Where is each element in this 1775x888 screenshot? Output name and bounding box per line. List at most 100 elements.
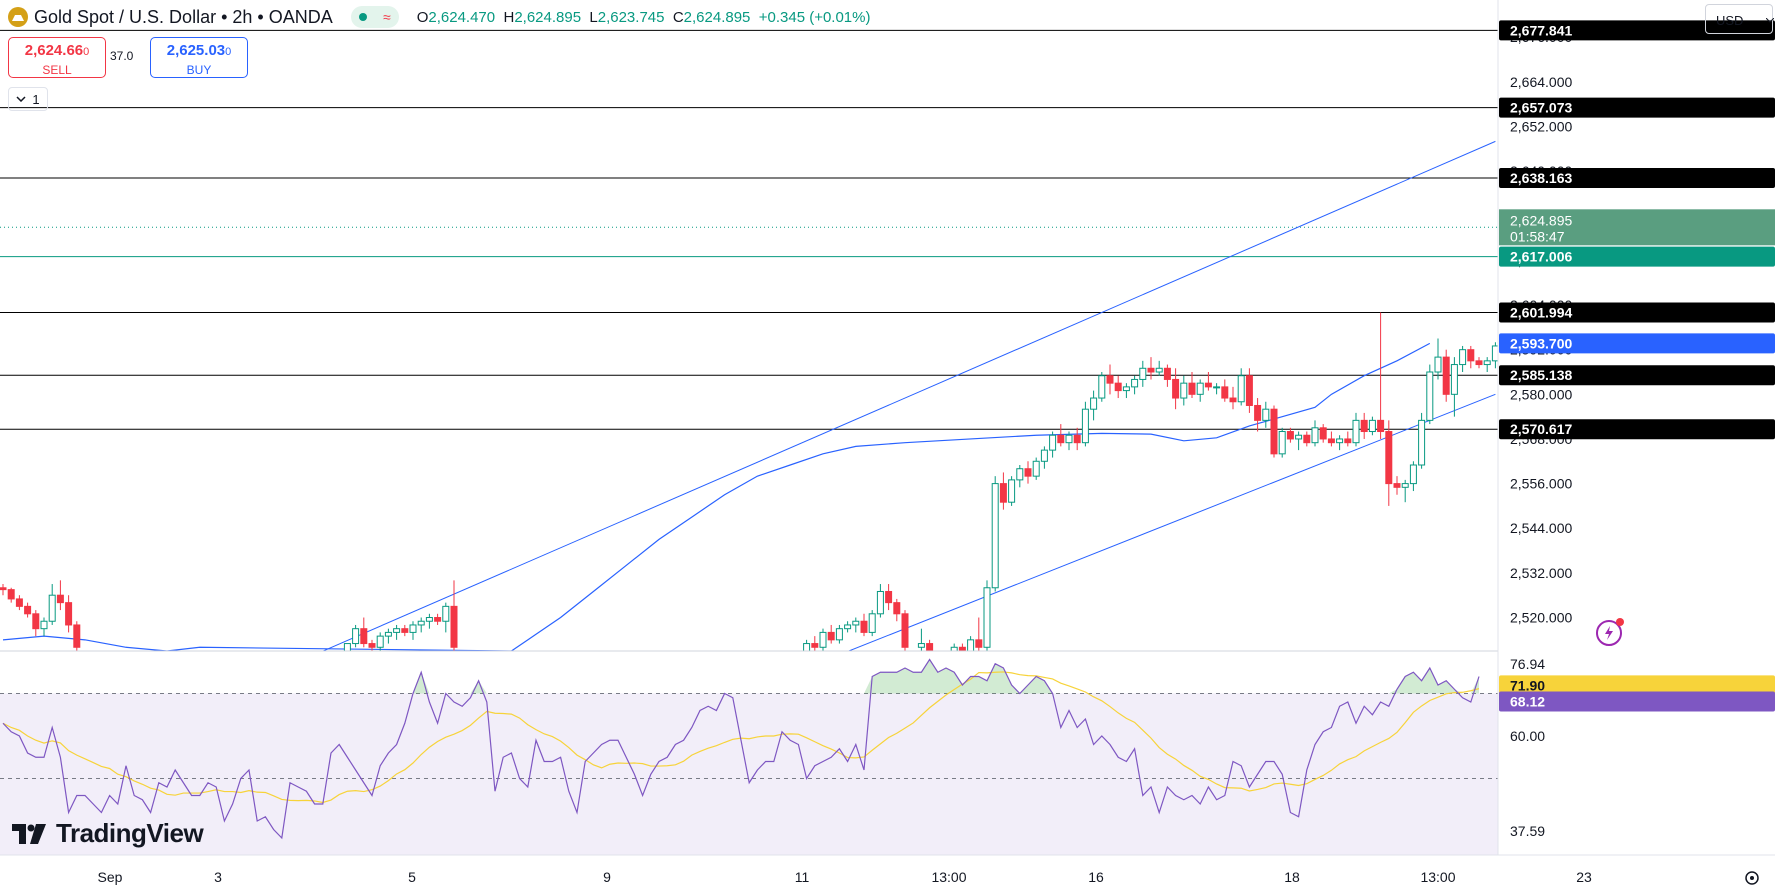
- candle-body: [450, 605, 458, 648]
- ma-value-label: 2,593.700: [1510, 335, 1572, 351]
- time-axis-tick: 16: [1088, 869, 1104, 885]
- candle-body: [401, 628, 409, 633]
- current-price-badge-bg: [1499, 209, 1775, 246]
- gear-ring: [1745, 871, 1759, 885]
- candle-body: [32, 613, 40, 630]
- candle-body: [368, 643, 376, 648]
- candle-body: [1114, 382, 1122, 392]
- candle-body: [885, 590, 893, 604]
- live-dot-icon: [358, 13, 367, 21]
- moving-average-line: [2, 342, 1431, 651]
- candle-body: [1180, 382, 1188, 399]
- currency-select[interactable]: USD: [1705, 4, 1774, 34]
- sell-label: SELL: [42, 63, 72, 77]
- candle-body: [1155, 367, 1163, 373]
- candle-body: [1196, 382, 1204, 395]
- settings-gear-icon: [1745, 871, 1759, 885]
- candle-body: [1336, 438, 1344, 444]
- candle-body: [876, 590, 884, 615]
- candle-body: [1213, 386, 1221, 389]
- chart-header: Gold Spot / U.S. Dollar • 2h • OANDA ≈ O…: [0, 0, 870, 34]
- gold-symbol-icon: [8, 7, 28, 27]
- candle-body: [1442, 356, 1450, 395]
- time-axis-tick: 18: [1284, 869, 1300, 885]
- price-level-label-bg: [1499, 97, 1775, 118]
- price-level-label: 2,570.617: [1510, 421, 1572, 437]
- candle-body: [360, 628, 368, 645]
- candle-body: [1319, 427, 1327, 440]
- candle-body: [409, 624, 417, 633]
- candle-body: [1344, 438, 1352, 444]
- candle-body: [1303, 434, 1311, 444]
- candle-body: [1459, 349, 1467, 366]
- rsi-axis-tick: 60.00: [1510, 728, 1545, 744]
- sell-price-sup: 0: [83, 46, 90, 58]
- candle-body: [1467, 349, 1475, 362]
- price-axis-tick: 2,652.000: [1510, 118, 1572, 134]
- candle-body: [835, 628, 843, 641]
- candle-body: [1426, 371, 1434, 421]
- symbol-title[interactable]: Gold Spot / U.S. Dollar • 2h • OANDA: [34, 6, 333, 27]
- time-axis-tick: 9: [603, 869, 611, 885]
- candle-body: [1188, 382, 1196, 395]
- sell-price: 2,624.66: [24, 42, 84, 59]
- chevron-down-icon: [1766, 18, 1774, 23]
- rsi-ma-value-label-bg: [1499, 675, 1775, 696]
- candle-body: [1040, 449, 1048, 462]
- buy-button[interactable]: 2,625.030 BUY: [150, 37, 248, 78]
- indicators-toggle-button[interactable]: 1: [8, 87, 48, 111]
- candle-body: [1008, 479, 1016, 503]
- buy-price: 2,625.03: [166, 42, 226, 59]
- candle-body: [1131, 378, 1139, 388]
- price-level-label: 2,585.138: [1510, 367, 1572, 383]
- candle-body: [1204, 382, 1212, 388]
- candle-body: [958, 646, 966, 651]
- tradingview-logo[interactable]: TradingView: [12, 818, 204, 849]
- candle-body: [967, 639, 975, 651]
- candle-body: [417, 620, 425, 626]
- candle-body: [844, 624, 852, 630]
- trendline: [321, 140, 1496, 651]
- candle-body: [1073, 434, 1081, 444]
- tradingview-mark-icon: [12, 823, 46, 844]
- time-axis-tick: 5: [408, 869, 416, 885]
- candle-body: [983, 587, 991, 648]
- price-level-label-bg: [1499, 20, 1775, 41]
- candle-body: [1254, 404, 1262, 421]
- candle-body: [425, 617, 433, 622]
- price-axis-tick: 2,544.000: [1510, 520, 1572, 536]
- candle-body: [901, 613, 909, 648]
- candle-body: [1163, 367, 1171, 380]
- price-level-label-bg: [1499, 419, 1775, 440]
- candle-body: [1377, 419, 1385, 433]
- time-axis-tick: 13:00: [931, 869, 966, 885]
- buy-label: BUY: [186, 63, 212, 77]
- market-status-pill[interactable]: ≈: [350, 6, 399, 28]
- candle-body: [860, 620, 868, 633]
- rsi-ma-value-label: 71.90: [1510, 677, 1545, 693]
- ohlc-change: +0.345 (+0.01%): [758, 8, 871, 26]
- candle-body: [1106, 375, 1114, 384]
- candle-body: [434, 617, 442, 622]
- candle-body: [352, 628, 360, 645]
- candle-body: [1418, 419, 1426, 466]
- candle-body: [1311, 427, 1319, 444]
- time-axis-tick: 3: [214, 869, 222, 885]
- flash-alert-icon[interactable]: [1596, 618, 1624, 646]
- candle-body: [48, 594, 56, 622]
- ohlc-open: 2,624.470: [428, 8, 496, 26]
- logo-text: TradingView: [56, 818, 204, 848]
- candle-body: [1483, 360, 1491, 366]
- candle-body: [999, 483, 1007, 503]
- buy-price-sup: 0: [225, 46, 232, 58]
- time-axis-tick: Sep: [98, 869, 123, 885]
- candle-body: [1237, 375, 1245, 403]
- sell-button[interactable]: 2,624.660 SELL: [8, 37, 106, 78]
- price-axis-tick: 2,664.000: [1510, 74, 1572, 90]
- candle-body: [1286, 431, 1294, 440]
- candle-body: [852, 620, 860, 626]
- price-axis-tick: 2,556.000: [1510, 476, 1572, 492]
- candle-body: [1024, 468, 1032, 477]
- candle-body: [1049, 434, 1057, 451]
